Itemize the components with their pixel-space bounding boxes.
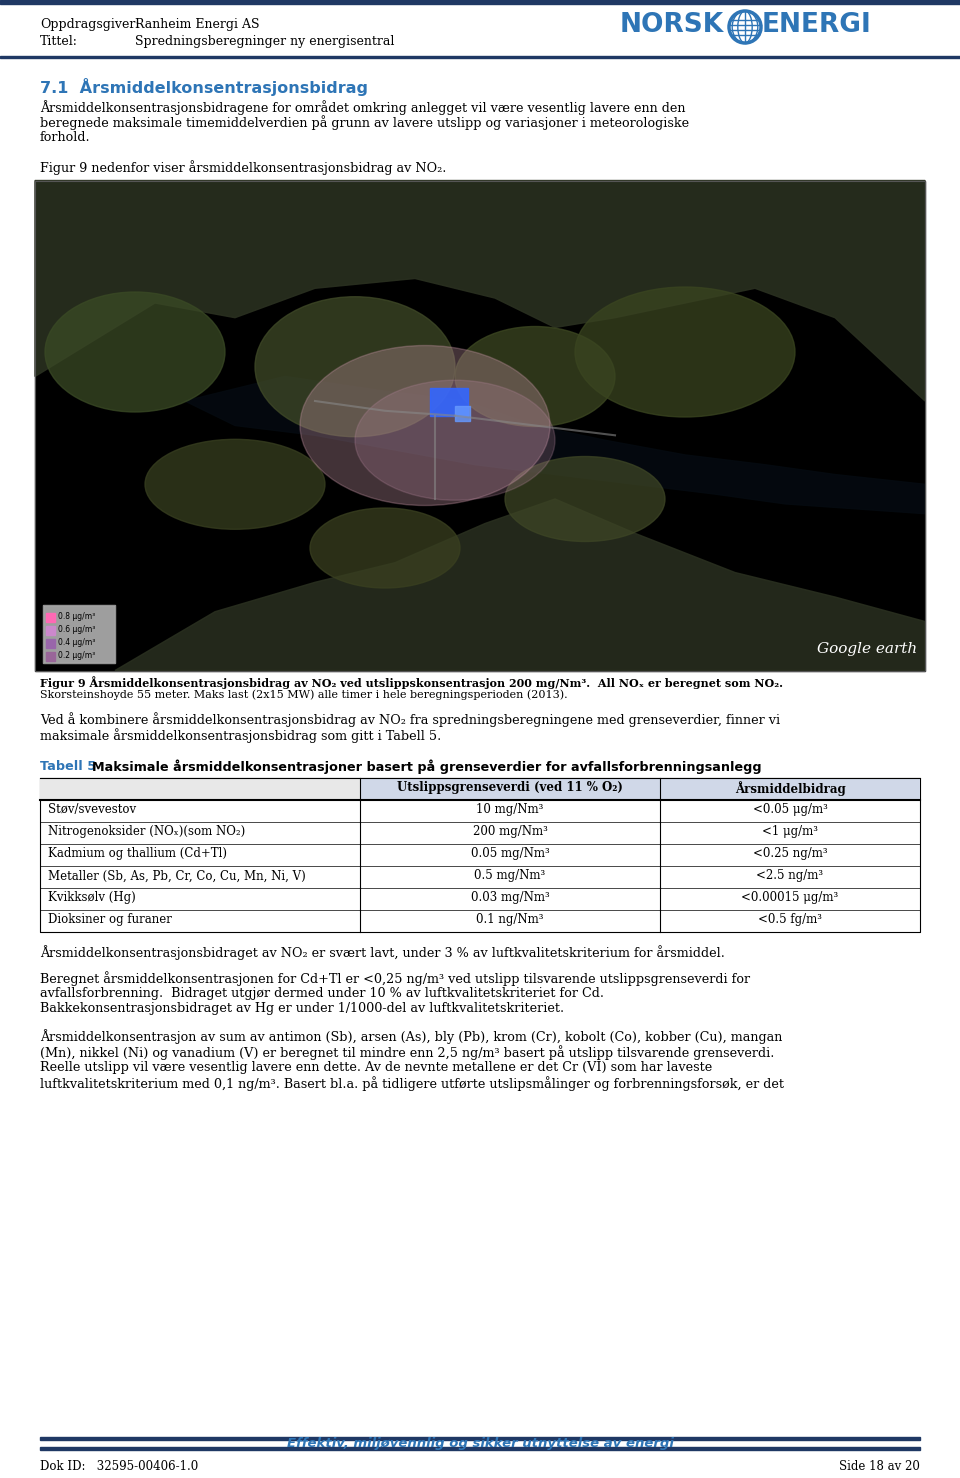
Text: Årsmiddelkonsentrasjonsbidraget av NO₂ er svært lavt, under 3 % av luftkvalitets: Årsmiddelkonsentrasjonsbidraget av NO₂ e… <box>40 946 725 961</box>
Polygon shape <box>35 180 925 401</box>
Bar <box>40 1437 920 1440</box>
Text: <0.00015 μg/m³: <0.00015 μg/m³ <box>741 891 839 905</box>
Text: 0.03 mg/Nm³: 0.03 mg/Nm³ <box>470 891 549 905</box>
Text: Figur 9 nedenfor viser årsmiddelkonsentrasjonsbidrag av NO₂.: Figur 9 nedenfor viser årsmiddelkonsentr… <box>40 161 446 176</box>
Text: Effektiv, miljøvennlig og sikker utnyttelse av energi: Effektiv, miljøvennlig og sikker utnytte… <box>287 1438 673 1450</box>
Bar <box>40 1447 920 1450</box>
Text: 0.8 μg/m³: 0.8 μg/m³ <box>58 612 95 621</box>
Text: beregnede maksimale timemiddelverdien på grunn av lavere utslipp og variasjoner : beregnede maksimale timemiddelverdien på… <box>40 115 689 130</box>
Text: 10 mg/Nm³: 10 mg/Nm³ <box>476 804 543 816</box>
Bar <box>40 777 360 800</box>
Text: Tittel:: Tittel: <box>40 35 78 47</box>
Bar <box>430 387 468 415</box>
Text: <0.5 fg/m³: <0.5 fg/m³ <box>758 913 822 927</box>
Text: Beregnet årsmiddelkonsentrasjonen for Cd+Tl er <0,25 ng/m³ ved utslipp tilsvaren: Beregnet årsmiddelkonsentrasjonen for Cd… <box>40 971 750 986</box>
Text: <1 μg/m³: <1 μg/m³ <box>762 826 818 838</box>
Ellipse shape <box>145 439 325 529</box>
Text: 0.2 μg/m³: 0.2 μg/m³ <box>58 650 95 661</box>
Bar <box>35 180 925 671</box>
Text: Støv/svevestov: Støv/svevestov <box>48 804 136 816</box>
Bar <box>43 605 115 662</box>
Text: Årsmiddelbidrag: Årsmiddelbidrag <box>734 782 846 797</box>
Text: Årsmiddelkonsentrasjonsbidragene for området omkring anlegget vil være vesentlig: Årsmiddelkonsentrasjonsbidragene for omr… <box>40 101 685 115</box>
Bar <box>40 777 920 931</box>
Text: Ranheim Energi AS: Ranheim Energi AS <box>135 18 259 31</box>
Bar <box>660 777 920 800</box>
Text: ENERGI: ENERGI <box>762 12 872 38</box>
Ellipse shape <box>45 293 225 412</box>
Bar <box>43 605 115 662</box>
Bar <box>455 405 470 421</box>
Text: Kadmium og thallium (Cd+Tl): Kadmium og thallium (Cd+Tl) <box>48 847 227 860</box>
Text: Tabell 5: Tabell 5 <box>40 760 101 773</box>
Text: maksimale årsmiddelkonsentrasjonsbidrag som gitt i Tabell 5.: maksimale årsmiddelkonsentrasjonsbidrag … <box>40 729 442 743</box>
Text: Google earth: Google earth <box>817 643 917 656</box>
Text: 0.4 μg/m³: 0.4 μg/m³ <box>58 638 95 647</box>
Bar <box>46 612 55 622</box>
Text: luftkvalitetskriterium med 0,1 ng/m³. Basert bl.a. på tidligere utførte utslipsm: luftkvalitetskriterium med 0,1 ng/m³. Ba… <box>40 1076 784 1091</box>
Text: Dioksiner og furaner: Dioksiner og furaner <box>48 913 172 927</box>
Text: Nitrogenoksider (NOₓ)(som NO₂): Nitrogenoksider (NOₓ)(som NO₂) <box>48 826 245 838</box>
Ellipse shape <box>300 346 550 505</box>
Bar <box>360 777 660 800</box>
Text: (Mn), nikkel (Ni) og vanadium (V) er beregnet til mindre enn 2,5 ng/m³ basert på: (Mn), nikkel (Ni) og vanadium (V) er ber… <box>40 1045 775 1060</box>
Text: 0.6 μg/m³: 0.6 μg/m³ <box>58 625 95 634</box>
Bar <box>46 625 55 634</box>
Ellipse shape <box>355 380 555 500</box>
Bar <box>35 180 925 671</box>
Text: Oppdragsgiver:: Oppdragsgiver: <box>40 18 139 31</box>
Bar <box>46 652 55 661</box>
Text: Side 18 av 20: Side 18 av 20 <box>839 1460 920 1474</box>
Text: NORSK: NORSK <box>620 12 724 38</box>
Text: avfallsforbrenning.  Bidraget utgjør dermed under 10 % av luftkvalitetskriteriet: avfallsforbrenning. Bidraget utgjør derm… <box>40 986 604 999</box>
Bar <box>0 56 960 58</box>
Text: Metaller (Sb, As, Pb, Cr, Co, Cu, Mn, Ni, V): Metaller (Sb, As, Pb, Cr, Co, Cu, Mn, Ni… <box>48 869 305 882</box>
Text: 7.1  Årsmiddelkonsentrasjonsbidrag: 7.1 Årsmiddelkonsentrasjonsbidrag <box>40 78 368 96</box>
Text: <0.05 μg/m³: <0.05 μg/m³ <box>753 804 828 816</box>
Text: 0.1 ng/Nm³: 0.1 ng/Nm³ <box>476 913 543 927</box>
Ellipse shape <box>310 508 460 588</box>
Polygon shape <box>185 377 925 514</box>
Text: Spredningsberegninger ny energisentral: Spredningsberegninger ny energisentral <box>135 35 395 47</box>
Text: forhold.: forhold. <box>40 132 90 143</box>
Polygon shape <box>115 500 925 671</box>
Text: <2.5 ng/m³: <2.5 ng/m³ <box>756 869 824 882</box>
Text: <0.25 ng/m³: <0.25 ng/m³ <box>753 847 828 860</box>
Ellipse shape <box>575 287 795 417</box>
Bar <box>40 777 920 800</box>
Text: Årsmiddelkonsentrasjon av sum av antimon (Sb), arsen (As), bly (Pb), krom (Cr), : Årsmiddelkonsentrasjon av sum av antimon… <box>40 1030 782 1045</box>
Text: Utslippsgrenseverdi (ved 11 % O₂): Utslippsgrenseverdi (ved 11 % O₂) <box>397 782 623 795</box>
Ellipse shape <box>505 457 665 541</box>
Ellipse shape <box>255 297 455 436</box>
Text: 0.05 mg/Nm³: 0.05 mg/Nm³ <box>470 847 549 860</box>
Text: 0.5 mg/Nm³: 0.5 mg/Nm³ <box>474 869 545 882</box>
Text: Kvikksølv (Hg): Kvikksølv (Hg) <box>48 891 135 905</box>
Text: Ved å kombinere årsmiddelkonsentrasjonsbidrag av NO₂ fra spredningsberegningene : Ved å kombinere årsmiddelkonsentrasjonsb… <box>40 712 780 727</box>
Bar <box>0 0 960 4</box>
Text: Skorsteinshoyde 55 meter. Maks last (2x15 MW) alle timer i hele beregningsperiod: Skorsteinshoyde 55 meter. Maks last (2x1… <box>40 690 567 701</box>
Ellipse shape <box>455 327 615 427</box>
Bar <box>46 638 55 647</box>
Text: Figur 9 Årsmiddelkonsentrasjonsbidrag av NO₂ ved utslippskonsentrasjon 200 mg/Nm: Figur 9 Årsmiddelkonsentrasjonsbidrag av… <box>40 677 783 689</box>
Text: Maksimale årsmiddelkonsentrasjoner basert på grenseverdier for avfallsforbrennin: Maksimale årsmiddelkonsentrasjoner baser… <box>92 760 761 774</box>
Text: Dok ID:   32595-00406-1.0: Dok ID: 32595-00406-1.0 <box>40 1460 199 1474</box>
Text: Reelle utslipp vil være vesentlig lavere enn dette. Av de nevnte metallene er de: Reelle utslipp vil være vesentlig lavere… <box>40 1061 712 1073</box>
Text: Bakkekonsentrasjonsbidraget av Hg er under 1/1000-del av luftkvalitetskriteriet.: Bakkekonsentrasjonsbidraget av Hg er und… <box>40 1002 564 1015</box>
Text: 200 mg/Nm³: 200 mg/Nm³ <box>472 826 547 838</box>
